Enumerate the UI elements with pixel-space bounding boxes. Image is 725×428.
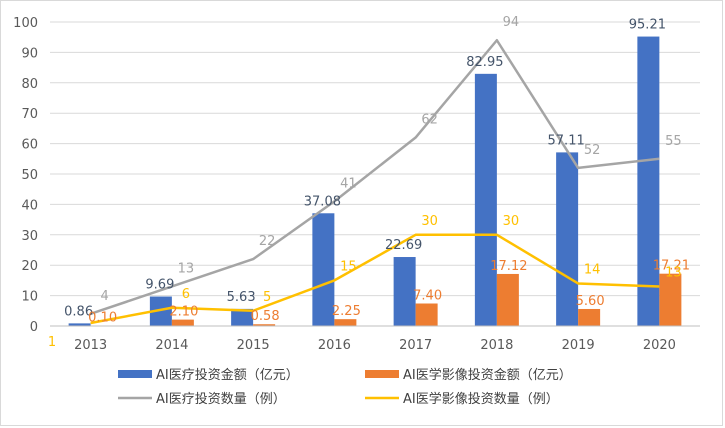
data-label: 13: [665, 265, 682, 280]
data-label: 17.21: [653, 259, 690, 274]
y-tick-label: 40: [21, 198, 38, 213]
gridlines: [50, 21, 700, 297]
data-label: 30: [503, 214, 520, 229]
x-tick-label: 2020: [643, 338, 676, 353]
x-tick-label: 2017: [399, 338, 432, 353]
bar: [496, 273, 519, 326]
data-label: 5: [263, 290, 271, 305]
data-label: 62: [421, 113, 438, 128]
legend-swatch: [118, 370, 152, 378]
bar-series: [68, 36, 682, 327]
bar: [334, 319, 357, 326]
bar: [415, 303, 438, 326]
data-label: 22.69: [385, 238, 422, 253]
data-label: 0.58: [251, 309, 280, 324]
y-tick-label: 50: [21, 168, 38, 183]
y-axis: 0 10 20 30 40 50 60 70 80 90 100: [13, 16, 38, 335]
data-label: 0.10: [88, 311, 117, 326]
data-label: 5.63: [227, 290, 256, 305]
bar: [231, 308, 254, 326]
y-tick-label: 20: [21, 259, 38, 274]
y-tick-label: 70: [21, 107, 38, 122]
legend-label: AI医疗投资数量（例）: [156, 391, 286, 407]
bar: [253, 324, 276, 326]
x-tick-label: 2016: [318, 338, 351, 353]
data-label: 14: [584, 262, 601, 277]
bar: [556, 152, 579, 326]
data-label: 94: [503, 15, 520, 30]
legend: AI医疗投资金额（亿元） AI医学影像投资金额（亿元） AI医疗投资数量（例） AI医…: [118, 367, 572, 407]
data-label: 7.40: [413, 289, 442, 304]
x-tick-label: 2013: [74, 338, 107, 353]
y-tick-label: 30: [21, 229, 38, 244]
y-tick-label: 60: [21, 138, 38, 153]
bar: [171, 319, 194, 326]
data-label: 5.60: [576, 294, 605, 309]
data-label: 55: [665, 134, 682, 149]
y-tick-label: 100: [13, 16, 38, 31]
data-label: 15: [340, 259, 357, 274]
data-label: 6: [182, 287, 190, 302]
data-label: 37.08: [304, 194, 341, 209]
x-tick-label: 2018: [480, 338, 513, 353]
data-label: 22: [259, 234, 276, 249]
series-line: [90, 233, 660, 325]
legend-label: AI医疗投资金额（亿元）: [156, 367, 299, 383]
series-line: [90, 38, 660, 316]
bar: [637, 36, 660, 327]
data-label: 2.10: [169, 305, 198, 320]
x-tick-label: 2019: [562, 338, 595, 353]
data-labels: 0.86 9.69 5.63 37.08 22.69 82.95 57.11 95.21 0.1…: [48, 15, 690, 350]
data-label: 95.21: [629, 18, 666, 33]
line-series: [90, 38, 660, 325]
x-tick-label: 2014: [155, 338, 188, 353]
data-label: 1: [48, 335, 56, 350]
y-tick-label: 10: [21, 290, 38, 305]
legend-label: AI医学影像投资金额（亿元）: [403, 367, 572, 383]
data-label: 57.11: [548, 133, 585, 148]
bar: [149, 296, 172, 326]
bar: [312, 213, 335, 326]
data-label: 52: [584, 143, 601, 158]
x-axis: 2013 2014 2015 2016 2017 2018 2019 2020: [50, 325, 700, 353]
data-label: 41: [340, 176, 357, 191]
bar: [68, 323, 91, 326]
bar: [474, 73, 497, 326]
y-tick-label: 0: [30, 320, 38, 335]
data-label: 82.95: [466, 55, 503, 70]
bar: [393, 257, 416, 326]
y-tick-label: 90: [21, 46, 38, 61]
data-label: 0.86: [64, 304, 93, 319]
legend-label: AI医学影像投资数量（例）: [403, 391, 559, 407]
bar: [659, 273, 682, 326]
y-tick-label: 80: [21, 77, 38, 92]
data-label: 13: [178, 261, 195, 276]
bar: [578, 308, 601, 326]
x-tick-label: 2015: [237, 338, 270, 353]
data-label: 17.12: [490, 259, 527, 274]
legend-swatch: [365, 370, 399, 378]
data-label: 30: [421, 214, 438, 229]
data-label: 4: [100, 289, 108, 304]
data-label: 2.25: [332, 304, 361, 319]
data-label: 9.69: [145, 278, 174, 293]
